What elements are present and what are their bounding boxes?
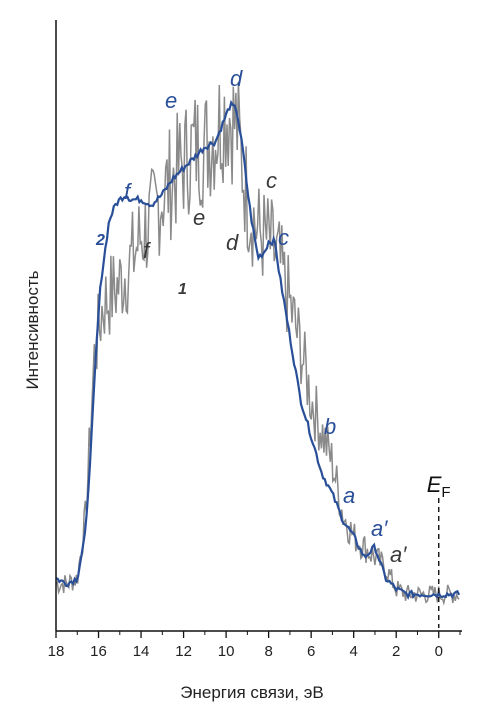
x-tick-label: 4 (350, 643, 358, 660)
series-1-line (55, 81, 460, 606)
x-tick-label: 12 (175, 643, 192, 660)
annotation-d-gray: d (226, 230, 239, 255)
x-tick-label: 0 (435, 643, 443, 660)
x-tick-label: 6 (307, 643, 315, 660)
annotation-a-prime-blue: a′ (371, 516, 388, 541)
x-axis-ticks: 18 16 14 12 10 8 6 4 2 0 (48, 631, 461, 660)
curve-number-1: 1 (178, 281, 187, 298)
annotation-a-prime-gray: a′ (390, 542, 407, 567)
annotation-d-blue: d (230, 66, 243, 91)
gridless-plot-area (55, 81, 461, 606)
x-tick-label: 14 (133, 643, 150, 660)
x-tick-label: 18 (48, 643, 65, 660)
x-axis-title: Энергия связи, эВ (180, 683, 323, 702)
fermi-label-subscript: F (441, 484, 450, 501)
curve-number-2: 2 (95, 232, 105, 249)
annotation-e-gray: e (193, 205, 205, 230)
series-2-line (55, 99, 461, 600)
annotation-b-blue: b (324, 414, 336, 439)
fermi-label-main: E (427, 472, 442, 497)
x-tick-label: 8 (264, 643, 272, 660)
annotation-e-blue: e (165, 88, 177, 113)
annotation-c-gray: c (266, 168, 277, 193)
y-axis-title: Интенсивность (23, 270, 42, 389)
x-tick-label: 2 (392, 643, 400, 660)
annotation-f-gray: f (143, 238, 152, 263)
x-tick-label: 16 (90, 643, 107, 660)
annotation-f-blue: f (124, 179, 133, 204)
annotation-c-blue: c (278, 225, 289, 250)
fermi-level-label: EF (427, 472, 451, 501)
annotation-a-blue: a (343, 483, 355, 508)
x-tick-label: 10 (218, 643, 235, 660)
